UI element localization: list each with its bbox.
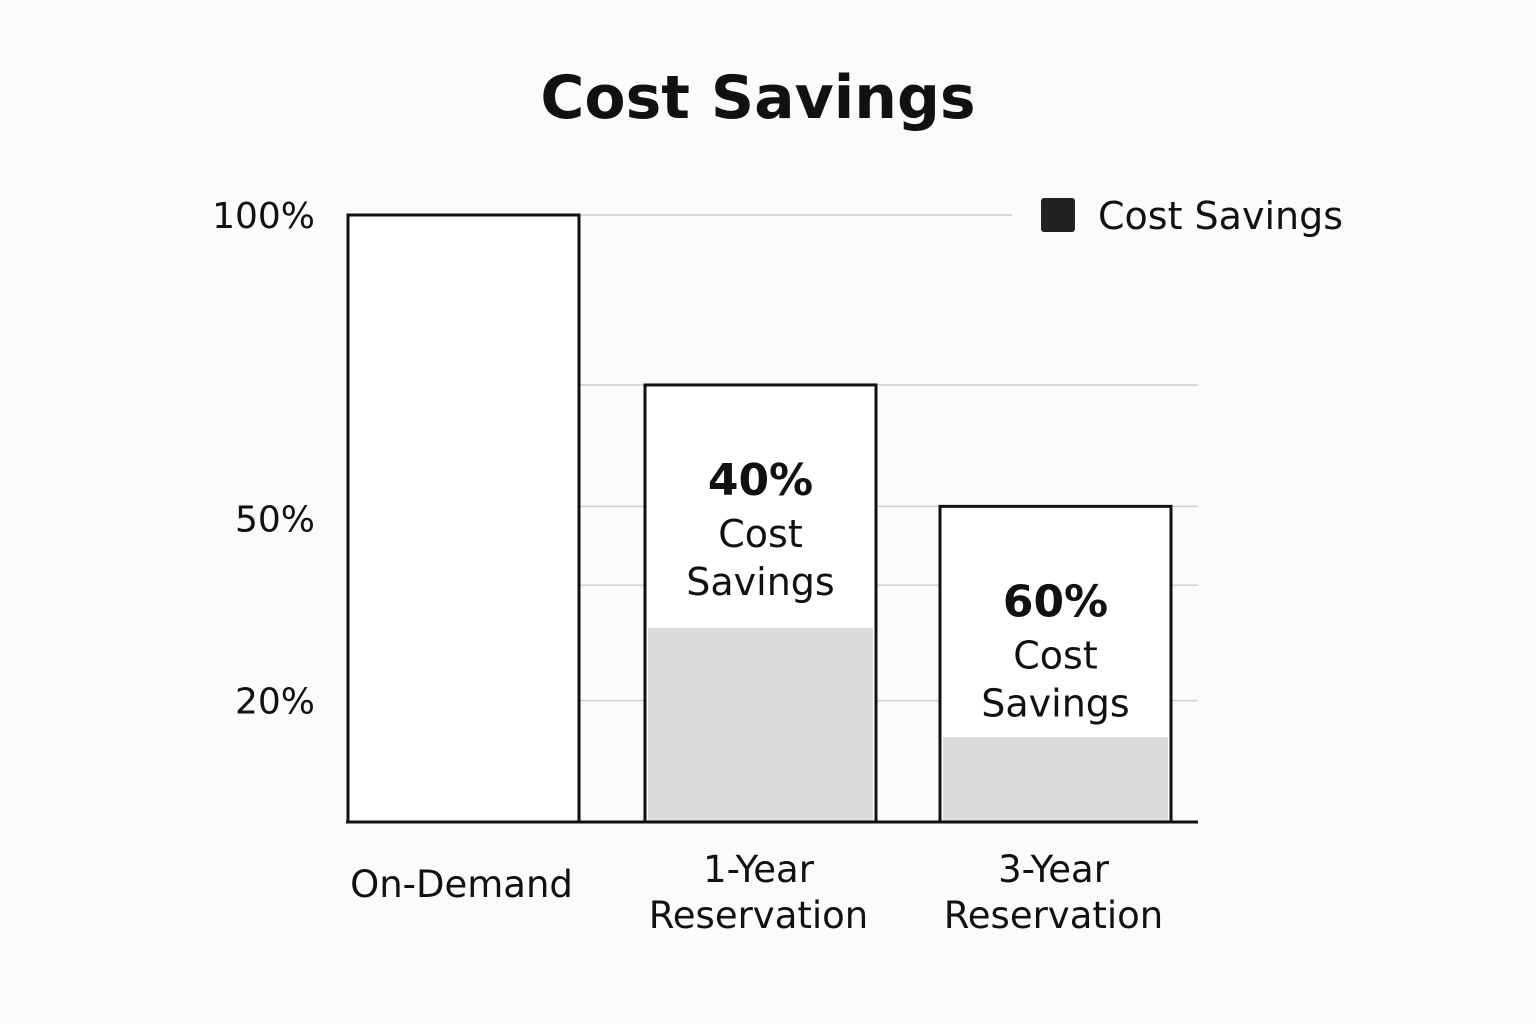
legend: Cost Savings bbox=[1041, 194, 1343, 238]
bar bbox=[346, 213, 581, 824]
legend-label: Cost Savings bbox=[1098, 194, 1343, 238]
y-tick-label: 20% bbox=[235, 682, 315, 723]
legend-swatch bbox=[1041, 198, 1075, 232]
data-label-text: Cost bbox=[1013, 633, 1097, 677]
data-label: 40% bbox=[708, 455, 813, 506]
data-label-text: Savings bbox=[686, 560, 834, 604]
bar-shaded-portion bbox=[943, 737, 1168, 821]
y-tick-label: 100% bbox=[212, 196, 315, 237]
x-category-label: Reservation bbox=[649, 894, 869, 937]
y-tick-label: 50% bbox=[235, 500, 315, 541]
data-label: 60% bbox=[1003, 576, 1108, 627]
chart-title: Cost Savings bbox=[540, 63, 975, 133]
bar-shaded-portion bbox=[648, 627, 873, 821]
data-label-text: Cost bbox=[718, 512, 802, 556]
x-category-label: 1-Year bbox=[703, 848, 815, 891]
data-label-text: Savings bbox=[981, 681, 1129, 725]
x-category-label: On-Demand bbox=[350, 863, 573, 906]
x-category-label: 3-Year bbox=[998, 848, 1110, 891]
x-category-label: Reservation bbox=[944, 894, 1164, 937]
